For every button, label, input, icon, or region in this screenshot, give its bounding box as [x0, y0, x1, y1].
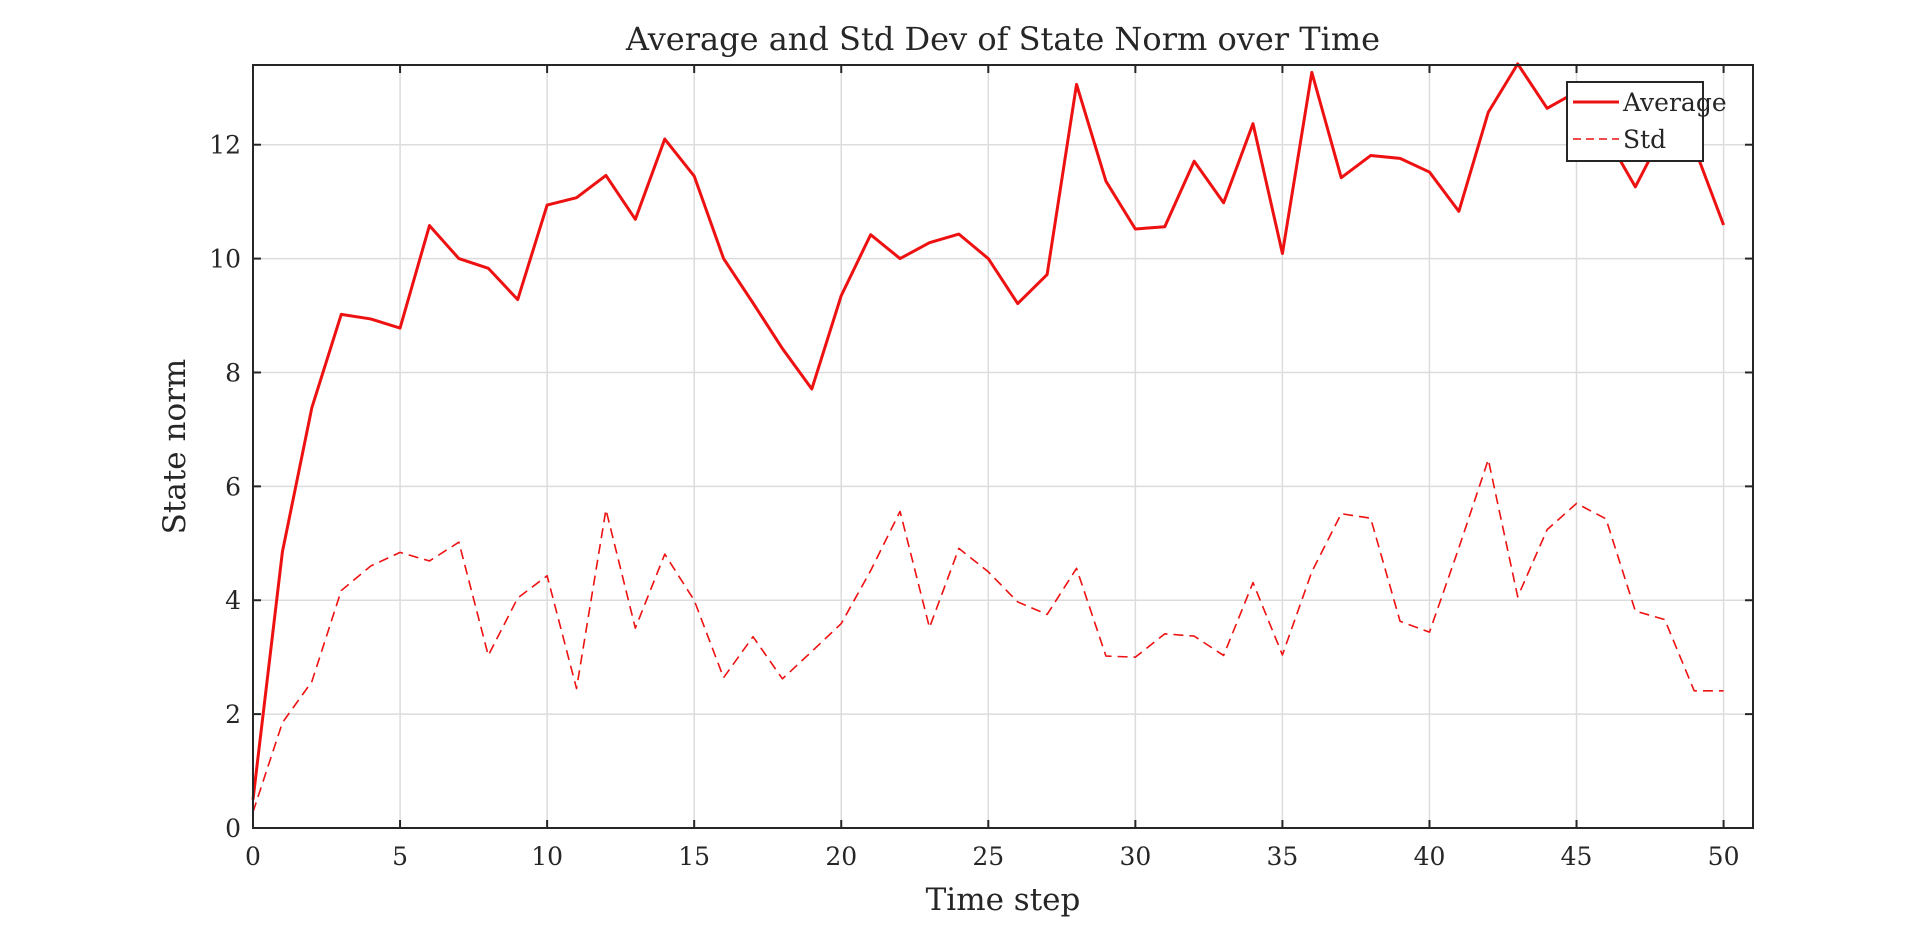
- x-tick-label: 50: [1708, 842, 1740, 871]
- x-tick-label: 0: [245, 842, 261, 871]
- y-tick-label: 12: [209, 131, 241, 160]
- y-tick-label: 0: [225, 814, 241, 843]
- grid: [252, 65, 1753, 829]
- series-line-average: [251, 62, 1725, 800]
- x-tick-label: 15: [678, 842, 710, 871]
- y-tick-label: 8: [225, 358, 241, 387]
- y-tick-label: 6: [225, 472, 241, 501]
- legend-label-std: Std: [1623, 125, 1666, 154]
- x-axis-title: Time step: [926, 882, 1081, 918]
- legend-label-average: Average: [1622, 88, 1727, 117]
- x-tick-label: 20: [825, 842, 857, 871]
- plot-lines: [251, 62, 1725, 813]
- x-tick-label: 40: [1414, 842, 1446, 871]
- x-tick-label: 30: [1119, 842, 1151, 871]
- y-axis-title: State norm: [157, 359, 193, 535]
- x-tick-label: 10: [531, 842, 563, 871]
- axes-box: [252, 64, 1754, 829]
- legend: Average Std: [1566, 81, 1727, 162]
- x-tick-label: 45: [1561, 842, 1593, 871]
- x-tick-label: 5: [392, 842, 408, 871]
- series-line-std: [252, 458, 1724, 813]
- axis-ticks: 0 5 10 15 20 25 30 35 40 45 50 0 2 4 6 8 10 12: [209, 65, 1753, 871]
- y-tick-label: 10: [209, 245, 241, 274]
- chart-title: Average and Std Dev of State Norm over T…: [625, 20, 1380, 58]
- x-tick-label: 35: [1267, 842, 1299, 871]
- legend-box: [1566, 81, 1704, 162]
- y-tick-label: 2: [225, 700, 241, 729]
- x-tick-label: 25: [972, 842, 1004, 871]
- y-tick-label: 4: [225, 586, 241, 615]
